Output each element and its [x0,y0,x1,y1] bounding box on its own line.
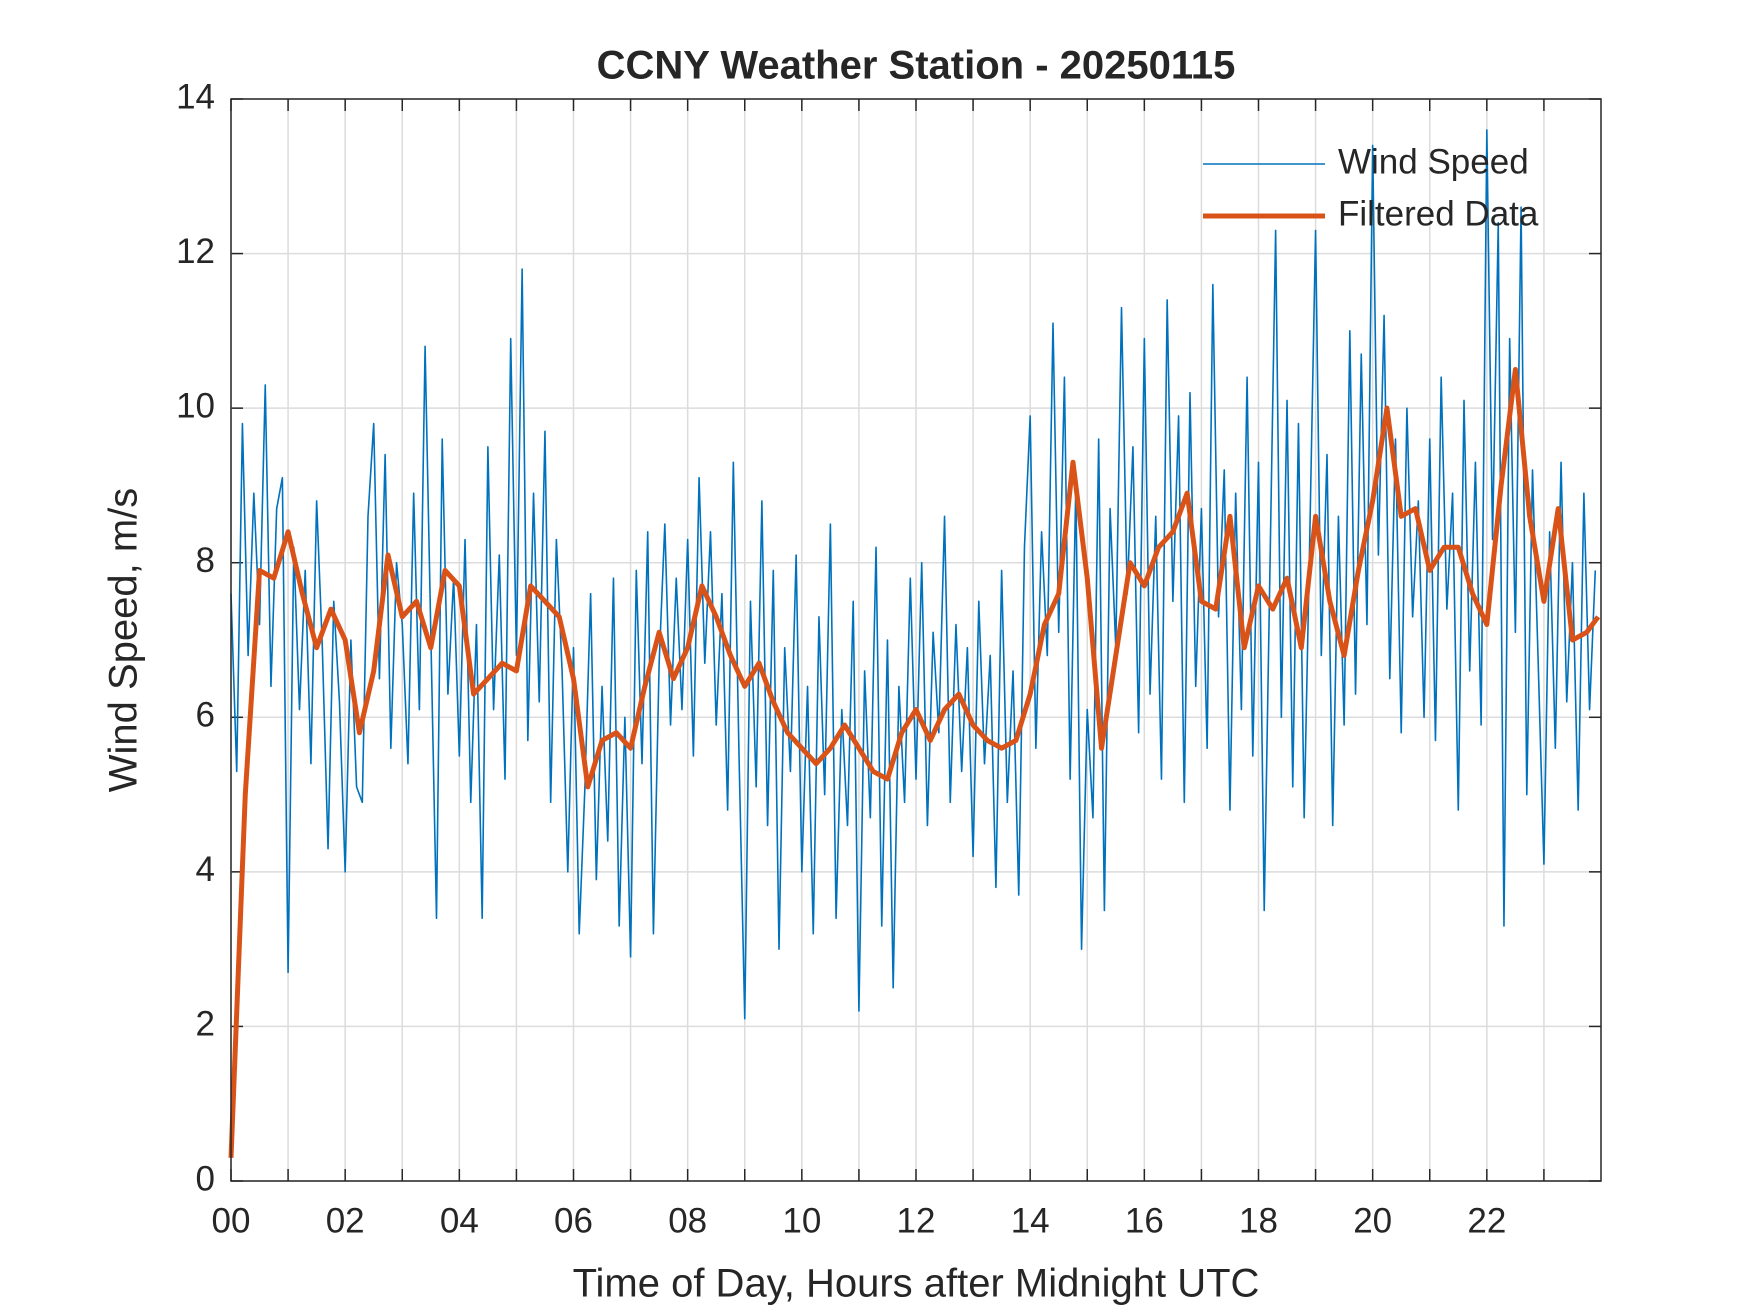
y-tick-label: 0 [196,1159,215,1198]
y-tick-label: 2 [196,1005,215,1044]
x-tick-label: 18 [1239,1201,1278,1240]
legend-label: Wind Speed [1338,142,1529,181]
y-tick-label: 8 [196,541,215,580]
x-tick-label: 22 [1467,1201,1506,1240]
y-tick-label: 6 [196,696,215,735]
x-tick-label: 12 [897,1201,936,1240]
plot-area [228,129,1601,1158]
y-tick-label: 10 [176,386,215,425]
y-tick-label: 12 [176,232,215,271]
data-line [228,367,1601,1158]
x-tick-label: 06 [554,1201,593,1240]
y-axis-label: Wind Speed, m/s [102,488,146,793]
legend: Wind Speed Filtered Data [1203,142,1539,233]
x-tick-label: 02 [326,1201,365,1240]
x-axis-label: Time of Day, Hours after Midnight UTC [573,1262,1260,1306]
axes-box [230,98,1602,1182]
x-tick-label: 00 [212,1201,251,1240]
y-tick-label: 14 [176,77,215,116]
x-tick-label: 08 [668,1201,707,1240]
data-line [230,129,1597,1020]
x-tick-label: 14 [1011,1201,1050,1240]
x-tick-label: 04 [440,1201,479,1240]
x-tick-label: 16 [1125,1201,1164,1240]
chart-title: CCNY Weather Station - 20250115 [597,44,1236,88]
x-tick-label: 10 [782,1201,821,1240]
x-tick-label: 20 [1353,1201,1392,1240]
legend-label: Filtered Data [1338,194,1539,233]
y-tick-label: 4 [196,850,215,889]
